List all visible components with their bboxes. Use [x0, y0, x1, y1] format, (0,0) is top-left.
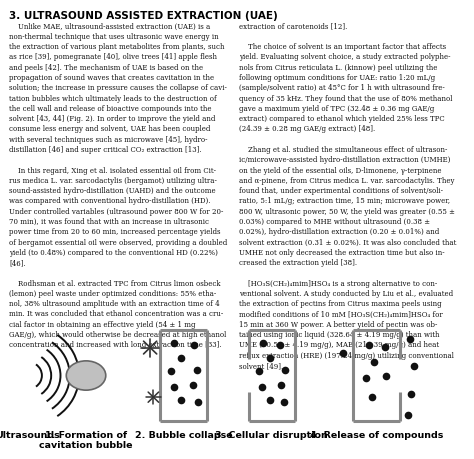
Text: 3. Cellular disruption: 3. Cellular disruption [216, 430, 328, 439]
Text: Unlike MAE, ultrasound-assisted extraction (UAE) is a
non-thermal technique that: Unlike MAE, ultrasound-assisted extracti… [9, 22, 228, 348]
Text: 3. ULTRASOUND ASSISTED EXTRACTION (UAE): 3. ULTRASOUND ASSISTED EXTRACTION (UAE) [9, 11, 278, 21]
Bar [354, 331, 399, 420]
Bar [161, 331, 206, 420]
Text: 2. Bubble collapse: 2. Bubble collapse [135, 430, 232, 439]
Bar [249, 331, 295, 420]
Text: 1. Formation of
cavitation bubble: 1. Formation of cavitation bubble [39, 430, 133, 449]
Text: Ultrasounds: Ultrasounds [0, 430, 60, 439]
Ellipse shape [66, 361, 106, 390]
Text: 4. Release of compounds: 4. Release of compounds [310, 430, 443, 439]
Text: extraction of carotenoids [12].

    The choice of solvent is an important facto: extraction of carotenoids [12]. The choi… [239, 22, 456, 369]
